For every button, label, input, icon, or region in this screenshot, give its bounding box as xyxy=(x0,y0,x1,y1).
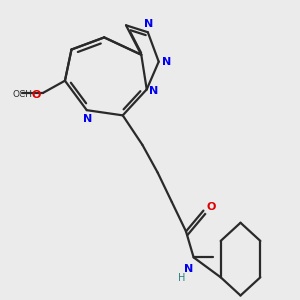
Text: O: O xyxy=(207,202,216,212)
Text: N: N xyxy=(184,264,193,274)
Text: O: O xyxy=(32,90,41,100)
Text: N: N xyxy=(149,86,158,96)
Text: OCH: OCH xyxy=(12,90,32,99)
Text: N: N xyxy=(162,57,171,67)
Text: H: H xyxy=(178,273,185,283)
Text: N: N xyxy=(144,19,154,29)
Text: N: N xyxy=(83,114,92,124)
